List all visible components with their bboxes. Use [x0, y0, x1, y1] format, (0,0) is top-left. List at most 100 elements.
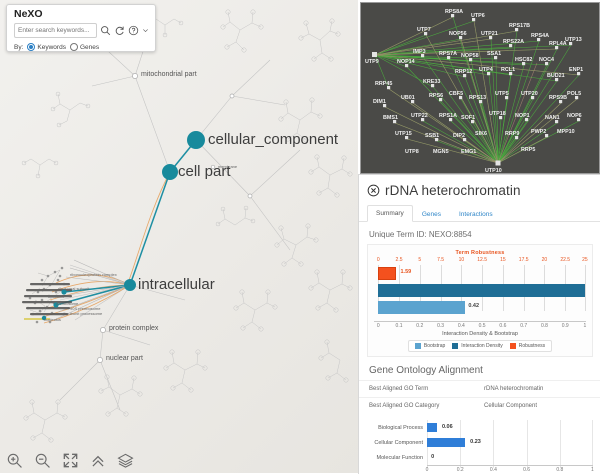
node-label-intracellular: intracellular	[138, 276, 215, 293]
go-bar-label-molecular-function: Molecular Function	[376, 454, 423, 461]
svg-text:RPS17B: RPS17B	[509, 23, 530, 29]
svg-text:EMG1: EMG1	[461, 149, 476, 155]
radio-genes[interactable]	[69, 43, 78, 51]
go-alignment-chart: Biological Process 0.06 Cellular Compone…	[367, 420, 594, 474]
svg-text:SSB1: SSB1	[425, 133, 439, 139]
selected-node-cell-part	[162, 164, 178, 180]
go-bar-label-cellular-component: Cellular Component	[374, 439, 423, 446]
tab-interactions[interactable]: Interactions	[458, 211, 493, 218]
fit-screen-icon[interactable]	[62, 452, 79, 469]
search-icon[interactable]	[100, 25, 111, 36]
svg-text:UTP22: UTP22	[411, 113, 428, 119]
chart-legend[interactable]: Bootstrap Interaction Density Robustness	[407, 340, 553, 352]
svg-text:RPS1A: RPS1A	[439, 113, 457, 119]
radio-keywords[interactable]	[27, 43, 36, 51]
svg-text:RPS22A: RPS22A	[503, 39, 524, 45]
svg-text:NOP58: NOP58	[461, 53, 479, 59]
app-brand: NeXO	[14, 8, 43, 20]
svg-text:UTP13: UTP13	[565, 37, 582, 43]
filter-option-genes[interactable]: Genes	[69, 43, 99, 51]
search-panel[interactable]: NeXO	[6, 4, 156, 52]
go-bar-cellular-component	[427, 438, 466, 447]
node-label-ribosomal-subunit: ribosomal subunit	[58, 286, 90, 291]
chart-bottom-axis: 0 0.1 0.2 0.3 0.4 0.5 0.6 0.7 0.8 0.9 1	[374, 321, 586, 331]
svg-text:DIM1: DIM1	[373, 99, 386, 105]
svg-text:MPP10: MPP10	[557, 129, 575, 135]
svg-text:NOP6: NOP6	[567, 113, 582, 119]
node-label-mitochondrial-part: mitochondrial part	[141, 71, 197, 78]
node-label-cellular-component: cellular_component	[208, 131, 339, 148]
svg-text:RRP5: RRP5	[521, 147, 535, 153]
gene-network-graph[interactable]: UTP9 UTP10 RPS8A UTP6 UTP7 NOP56 UTP21 RPS1…	[361, 3, 599, 173]
svg-text:NOC4: NOC4	[539, 57, 554, 63]
svg-text:RPS6: RPS6	[429, 93, 443, 99]
svg-text:SSA1: SSA1	[487, 51, 501, 57]
go-bar-row-cellular-component: Cellular Component 0.23	[367, 435, 593, 450]
search-row[interactable]	[14, 23, 149, 38]
term-detail-panel[interactable]: rDNA heterochromatin Summary Genes Inter…	[358, 174, 600, 474]
svg-text:NOP1: NOP1	[515, 113, 530, 119]
search-input[interactable]	[14, 23, 97, 38]
selected-node-cellular-component	[187, 131, 205, 149]
layers-icon[interactable]	[117, 452, 134, 469]
filter-row[interactable]: By: Keywords Genes	[14, 43, 149, 51]
node-label-rnp-complex: ribonucleoprotein complex	[70, 272, 117, 277]
go-row-best-aligned-term: Best Aligned GO Term rDNA heterochromati…	[359, 380, 600, 397]
svg-text:DIP2: DIP2	[453, 133, 465, 139]
chart-plot-area: 1.59 0.42	[374, 265, 586, 321]
svg-text:RRP12: RRP12	[455, 69, 472, 75]
svg-text:UTP15: UTP15	[395, 131, 412, 137]
go-bar-biological-process	[427, 423, 437, 432]
filter-label: By:	[14, 43, 24, 51]
selected-node-intracellular	[124, 279, 136, 291]
legend-item-robustness[interactable]: Robustness	[509, 343, 545, 349]
detail-tabs[interactable]: Summary Genes Interactions	[359, 204, 600, 222]
go-bar-value-cellular-component: 0.23	[470, 439, 481, 445]
chevron-down-icon[interactable]	[142, 25, 149, 36]
section-title-go-alignment: Gene Ontology Alignment	[369, 365, 483, 376]
hierarchy-panel[interactable]: cellular_component cell part intracellul…	[0, 0, 358, 473]
gene-network-panel[interactable]: UTP9 UTP10 RPS8A UTP6 UTP7 NOP56 UTP21 RPS1…	[360, 2, 600, 174]
svg-text:RPS9B: RPS9B	[549, 95, 567, 101]
filter-option-keywords[interactable]: Keywords	[27, 43, 66, 51]
go-bar-row-molecular-function: Molecular Function 0	[367, 450, 593, 465]
svg-text:RCL1: RCL1	[501, 67, 515, 73]
go-chart-axis: 0 0.2 0.4 0.6 0.8 1	[425, 465, 594, 473]
svg-text:NAN1: NAN1	[545, 115, 560, 121]
tab-genes[interactable]: Genes	[421, 211, 441, 218]
chevrons-up-icon[interactable]	[90, 453, 106, 469]
bar-value-bootstrap: 0.42	[468, 303, 480, 309]
help-icon[interactable]	[128, 25, 139, 36]
svg-text:POL5: POL5	[567, 91, 581, 97]
legend-swatch-bootstrap	[414, 343, 421, 349]
close-circle-icon[interactable]	[367, 184, 380, 197]
network-nodes	[372, 14, 581, 166]
view-toolbar[interactable]	[6, 452, 134, 469]
svg-text:RPS8A: RPS8A	[445, 9, 463, 15]
refresh-icon[interactable]	[114, 25, 125, 36]
chart-xlabel: Interaction Density & Bootstrap	[442, 331, 518, 337]
svg-text:UTP20: UTP20	[521, 91, 538, 97]
legend-item-interaction-density[interactable]: Interaction Density	[452, 343, 503, 349]
svg-text:PWP2: PWP2	[531, 129, 546, 135]
zoom-out-icon[interactable]	[34, 452, 51, 469]
cluster-node-teal	[41, 315, 47, 321]
svg-text:ENP1: ENP1	[569, 67, 583, 73]
node-label-preribosome: preribosome	[56, 301, 79, 306]
node-label-utp10: UTP10	[485, 168, 502, 173]
svg-text:NOP14: NOP14	[397, 59, 415, 65]
tree-nodes	[97, 73, 253, 363]
tab-summary[interactable]: Summary	[367, 205, 413, 222]
svg-text:UTP6: UTP6	[471, 13, 485, 19]
chart-top-axis: 0 2.5 5 7.5 10 12.5 15 17.5 20 22.5 25	[376, 257, 588, 263]
go-value-best-aligned-category: Cellular Component	[484, 403, 538, 409]
legend-item-bootstrap[interactable]: Bootstrap	[414, 343, 445, 349]
cluster-node-teal	[53, 302, 59, 308]
zoom-in-icon[interactable]	[6, 452, 23, 469]
node-label-nuclear-part: nuclear part	[106, 355, 143, 362]
go-bar-row-biological-process: Biological Process 0.06	[367, 420, 593, 435]
node-label-ribosome: ribosome	[48, 294, 65, 299]
svg-text:RRP9: RRP9	[505, 131, 519, 137]
svg-text:RPL4A: RPL4A	[549, 41, 567, 47]
svg-text:UTP8: UTP8	[405, 149, 419, 155]
